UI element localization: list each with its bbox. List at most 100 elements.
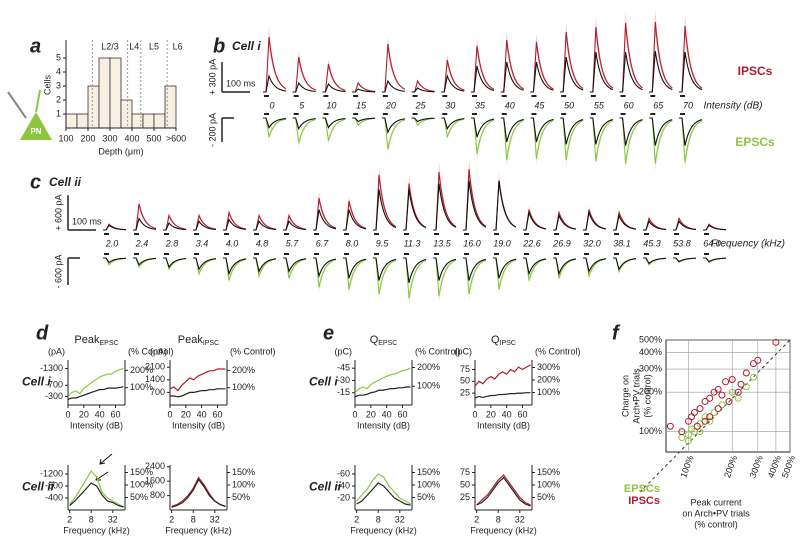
y-unit-label: (pC) [455,346,473,356]
y-tick-label: 25 [460,388,470,398]
x-axis-label: Frequency (kHz) [711,239,785,250]
y-axis-label: Charge on [620,375,630,417]
trace [530,61,554,93]
x-tick-label: 20 [79,409,89,419]
y-axis-label: Arch•PV trials [631,368,641,424]
bar [131,113,144,129]
y2-tick-label: 200% [537,374,560,384]
scatter-point [691,428,699,436]
x-tick-label: 60 [110,409,120,419]
condition-label: 60 [624,100,634,110]
trace [471,117,495,155]
scatter-point [678,428,686,436]
x-tick-label: 40 [502,409,512,419]
trace [313,209,337,231]
condition-label: 65 [653,100,664,110]
trace [649,50,673,93]
series-line [67,367,124,397]
condition-label: 9.5 [376,238,390,248]
trace [523,210,547,231]
trace [441,117,465,131]
scatter-point [742,369,750,377]
y-tick-label: 4 [56,66,61,76]
plot-frame [665,339,791,453]
x-tick-label: 32 [515,514,525,524]
condition-label: 32.0 [583,238,601,248]
trace [343,257,367,279]
y2-unit-label: (% Control) [415,346,461,356]
trace [403,257,427,299]
cell-label: Cell i [232,39,261,53]
trace [283,257,307,274]
x-tick-label: 100% [678,454,695,479]
x-axis-label: Intensity (dB) [172,420,225,430]
condition-label: 6.7 [316,238,330,248]
condition-label: 35 [475,100,486,110]
y-axis-label: Cells [42,75,52,96]
trace [463,169,487,231]
series-line [69,482,124,508]
trace [613,257,637,271]
scatter-point [734,388,742,396]
series-line [67,386,124,400]
trace [560,56,584,93]
y-tick-label: 2100 [145,362,165,372]
condition-label: 16.0 [463,238,481,248]
trace [352,117,376,123]
trace [530,117,554,159]
x-tick-label: 40 [197,409,207,419]
trace [589,117,614,162]
x-tick-label: 40 [382,409,392,419]
x-tick-label: 500 [146,133,161,143]
trace [193,257,217,271]
condition-label: 2.8 [165,238,179,248]
scatter-point [701,417,709,425]
x-axis-label: Frequency (kHz) [350,525,417,535]
arrow [95,471,109,481]
y-tick-label: 200% [639,387,662,397]
scatter-point [734,394,742,402]
scatter-point [701,397,709,405]
y2-tick-label: 50% [417,492,435,502]
cell-label: Cell ii [49,175,82,189]
scale-label: 100 ms [72,216,102,226]
bar [87,85,100,129]
y-tick-label: 75 [460,364,470,374]
y2-tick-label: 100% [232,479,255,489]
panel-label: b [213,35,225,57]
x-tick-label: 2 [474,514,479,524]
bar [98,57,111,129]
trace [223,218,247,231]
x-tick-label: 0 [472,409,477,419]
trace [343,200,367,231]
condition-label: 20 [385,100,396,110]
x-tick-label: 200 [80,133,95,143]
trace [373,257,397,281]
trace [292,117,316,144]
trace [263,74,287,93]
trace [193,220,217,231]
row-label: Cell ii [309,480,342,494]
x-axis-label: Intensity (dB) [70,420,123,430]
trace [411,87,435,93]
series-line [69,469,124,508]
trace [441,74,465,93]
y-tick-label: 3 [56,80,61,90]
x-tick-label: 20 [181,409,191,419]
trace [373,189,397,231]
y2-tick-label: 150% [417,467,440,477]
series-line [476,476,531,507]
x-axis-label: Intensity (dB) [704,101,763,112]
x-axis-label: Frequency (kHz) [165,525,232,535]
trace [643,257,667,265]
trace [322,82,346,93]
scatter-point [714,405,722,413]
trace [133,216,157,231]
y-tick-label: 50 [460,376,470,386]
condition-label: 11.3 [404,238,421,248]
trace [292,56,316,93]
y-tick-label: 500% [639,334,662,344]
y-tick-label: 1 [56,108,61,118]
trace [253,257,277,274]
trace [500,117,524,143]
